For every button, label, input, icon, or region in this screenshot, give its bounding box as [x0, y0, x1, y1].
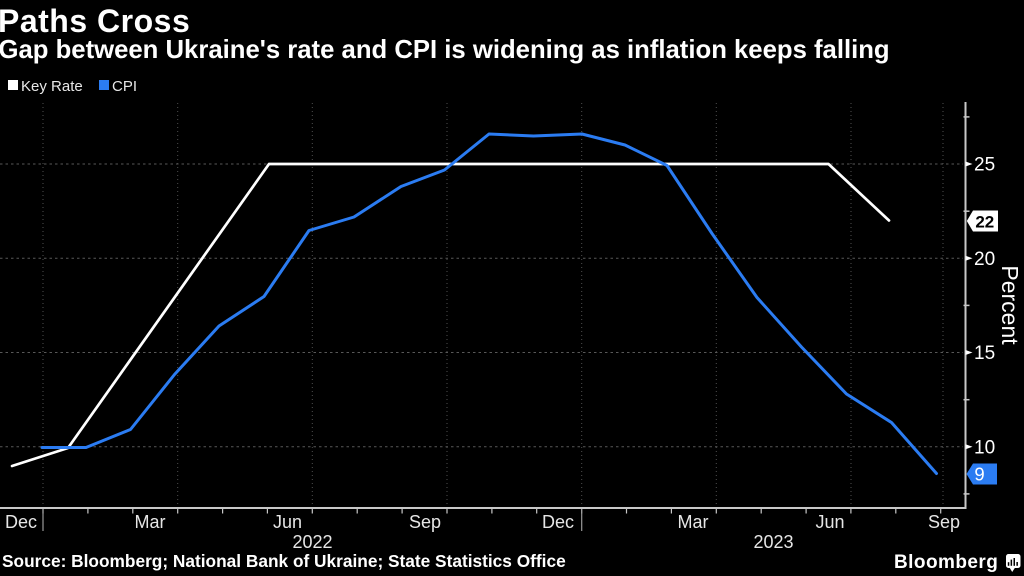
svg-text:Mar: Mar	[678, 512, 709, 532]
svg-text:Jun: Jun	[815, 512, 844, 532]
svg-text:Key Rate: Key Rate	[21, 78, 83, 95]
svg-text:CPI: CPI	[112, 78, 137, 95]
svg-text:Dec: Dec	[5, 512, 37, 532]
svg-text:10: 10	[974, 437, 995, 458]
svg-text:Sep: Sep	[409, 512, 441, 532]
svg-text:2023: 2023	[753, 532, 793, 552]
svg-text:Source: Bloomberg; National Ba: Source: Bloomberg; National Bank of Ukra…	[2, 551, 566, 571]
svg-text:Jun: Jun	[273, 512, 302, 532]
svg-text:25: 25	[974, 155, 995, 176]
svg-text:15: 15	[974, 343, 995, 364]
svg-text:Dec: Dec	[542, 512, 574, 532]
svg-text:22: 22	[975, 212, 994, 231]
svg-text:2022: 2022	[292, 532, 332, 552]
svg-text:20: 20	[974, 249, 995, 270]
svg-text:Sep: Sep	[928, 512, 960, 532]
svg-text:Bloomberg: Bloomberg	[894, 552, 998, 573]
svg-text:Percent: Percent	[997, 265, 1023, 345]
svg-text:9: 9	[974, 464, 984, 485]
svg-text:Mar: Mar	[135, 512, 166, 532]
